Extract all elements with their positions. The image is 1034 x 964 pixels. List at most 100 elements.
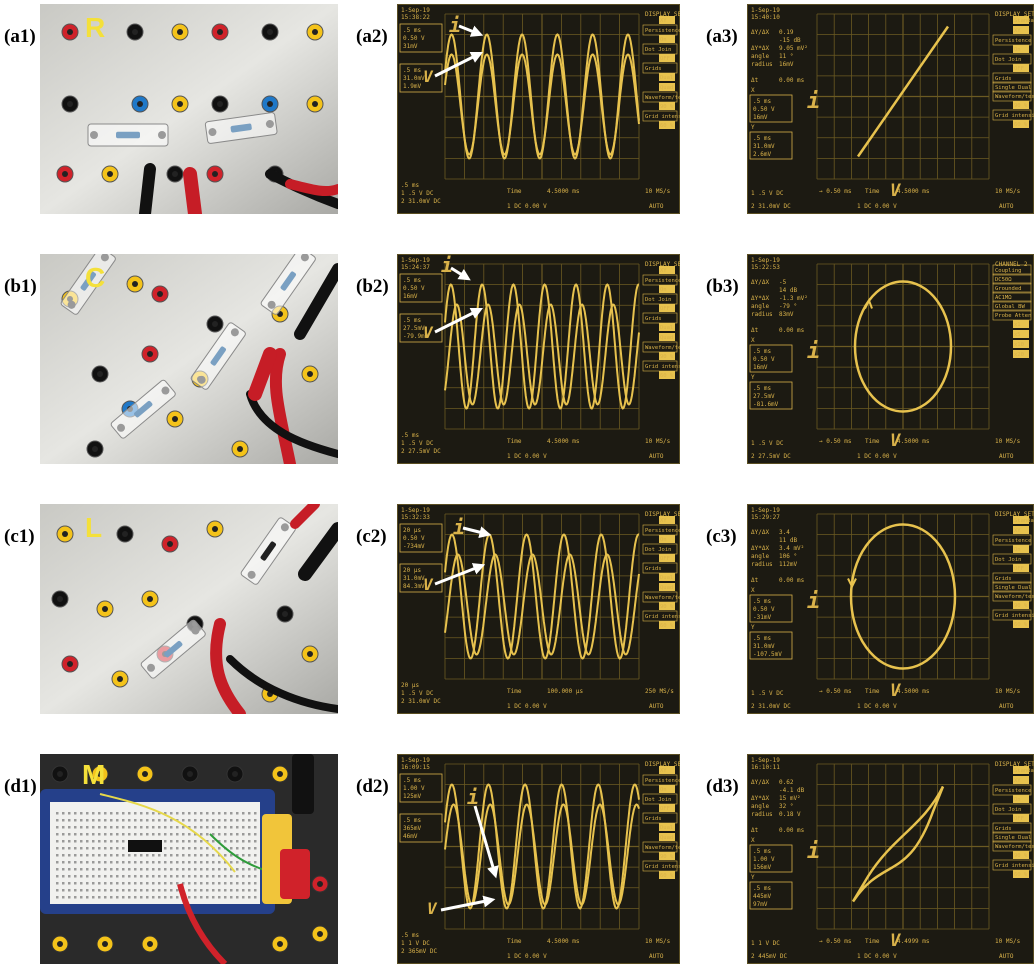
- breadboard-hole: [176, 889, 179, 892]
- breadboard-hole: [188, 812, 191, 815]
- breadboard-hole: [194, 826, 197, 829]
- test-lead-cable: [248, 347, 277, 401]
- breadboard-hole: [248, 875, 251, 878]
- cursor-readout-value: 83mV: [779, 311, 794, 318]
- breadboard-hole: [206, 882, 209, 885]
- menu-item: Dot Join: [645, 47, 672, 53]
- breadboard-hole: [230, 868, 233, 871]
- breadboard-hole: [218, 861, 221, 864]
- menu-button-frame: [992, 840, 1032, 852]
- xy-trace: [856, 25, 950, 158]
- breadboard-hole: [170, 896, 173, 899]
- time-value: 4.5000 ms: [547, 438, 580, 445]
- yellow-wire: [99, 793, 236, 873]
- channel-box: [749, 344, 793, 373]
- breadboard-hole: [200, 875, 203, 878]
- jack-hole: [312, 101, 318, 107]
- menu-value-highlight: [1013, 45, 1029, 53]
- breadboard-hole: [194, 861, 197, 864]
- breadboard-hole: [104, 812, 107, 815]
- oscilloscope-xy-mode: 1-Sep-19 15:29:27 ΔY/ΔX 3.4 11 dB ΔY*ΔX 3.4 mV…: [747, 504, 1034, 714]
- menu-item: On: [1014, 47, 1021, 53]
- current-arrow: [462, 526, 492, 539]
- menu-button-frame: [992, 309, 1032, 321]
- breadboard-hole: [236, 861, 239, 864]
- breadboard-hole: [254, 854, 257, 857]
- breadboard-hole: [122, 812, 125, 815]
- breadboard-hole: [128, 833, 131, 836]
- current-arrow: [458, 24, 484, 37]
- breadboard-hole: [176, 833, 179, 836]
- breadboard-hole: [206, 819, 209, 822]
- breadboard-hole: [110, 889, 113, 892]
- scope-bottom-readout: → 0.50 ms: [819, 688, 852, 695]
- channel-readout: 20 μs: [403, 567, 421, 574]
- test-lead-cable: [298, 522, 338, 581]
- jack-hole: [57, 596, 63, 602]
- cursor-readout-label: ΔY/ΔX: [751, 529, 769, 536]
- breadboard-hole: [146, 875, 149, 878]
- breadboard-hole: [68, 840, 71, 843]
- breadboard-hole: [212, 875, 215, 878]
- breadboard-hole: [170, 833, 173, 836]
- panel-label: (d2): [356, 776, 389, 797]
- component-holder: [110, 379, 176, 439]
- breadboard-hole: [122, 826, 125, 829]
- breadboard-hole: [68, 875, 71, 878]
- breadboard-hole: [140, 854, 143, 857]
- scope-date: 1-Sep-19: [751, 7, 780, 14]
- menu-value-highlight: [1013, 851, 1029, 859]
- breadboard-hole: [68, 861, 71, 864]
- holder-pin: [230, 328, 239, 337]
- cursor-readout-label: ΔY*ΔX: [751, 795, 769, 802]
- oscilloscope-time-domain: 1-Sep-19 15:32:33 20 μs 0.50 V -734mV 20 μs 31…: [397, 504, 680, 714]
- menu-button-frame: [992, 581, 1032, 593]
- breadboard-hole: [182, 875, 185, 878]
- cursor-readout-value: 9.05 mV²: [779, 45, 808, 52]
- channel-readout: .5 ms: [753, 348, 771, 355]
- jack-hole: [92, 446, 98, 452]
- jack-hole: [277, 771, 283, 777]
- menu-value-highlight: [1013, 814, 1029, 822]
- breadboard-hole: [236, 875, 239, 878]
- breadboard-hole: [110, 875, 113, 878]
- breadboard-hole: [86, 875, 89, 878]
- jack-hole: [117, 676, 123, 682]
- breadboard-hole: [182, 840, 185, 843]
- breadboard-hole: [104, 875, 107, 878]
- photo-panel: L: [40, 504, 338, 714]
- breadboard-hole: [254, 819, 257, 822]
- breadboard-hole: [164, 889, 167, 892]
- breadboard-hole: [116, 847, 119, 850]
- breadboard-hole: [164, 812, 167, 815]
- breadboard-hole: [242, 896, 245, 899]
- breadboard-hole: [230, 854, 233, 857]
- menu-item: 90 %: [660, 854, 674, 860]
- component: [116, 131, 140, 139]
- breadboard-hole: [146, 868, 149, 871]
- channel-scale: 2 31.0mV DC: [401, 198, 441, 205]
- breadboard-hole: [80, 854, 83, 857]
- breadboard-hole: [74, 833, 77, 836]
- breadboard-hole: [134, 868, 137, 871]
- jack-hole: [217, 101, 223, 107]
- breadboard-hole: [92, 826, 95, 829]
- menu-item: Grids: [995, 826, 1012, 832]
- current-axis-label: i: [807, 339, 820, 364]
- menu-value-highlight: [659, 621, 675, 629]
- breadboard-hole: [80, 826, 83, 829]
- menu-item: Grids: [995, 76, 1012, 82]
- breadboard-hole: [122, 847, 125, 850]
- jack-hole: [187, 771, 193, 777]
- cursor-readout-value: -5: [779, 279, 787, 286]
- scope-bottom-readout: 10 MS/s: [995, 188, 1021, 195]
- breadboard-hole: [212, 868, 215, 871]
- menu-title: DISPLAY SETUP: [645, 11, 680, 18]
- circuit-board-photo: L: [40, 504, 338, 714]
- channel-scale: 2 27.5mV DC: [401, 448, 441, 455]
- channel-readout: 0.50 V: [403, 35, 425, 42]
- breadboard-hole: [254, 861, 257, 864]
- breadboard-hole: [74, 840, 77, 843]
- photo-panel: R: [40, 4, 338, 214]
- menu-item: Waveform/text intensity: [645, 345, 680, 351]
